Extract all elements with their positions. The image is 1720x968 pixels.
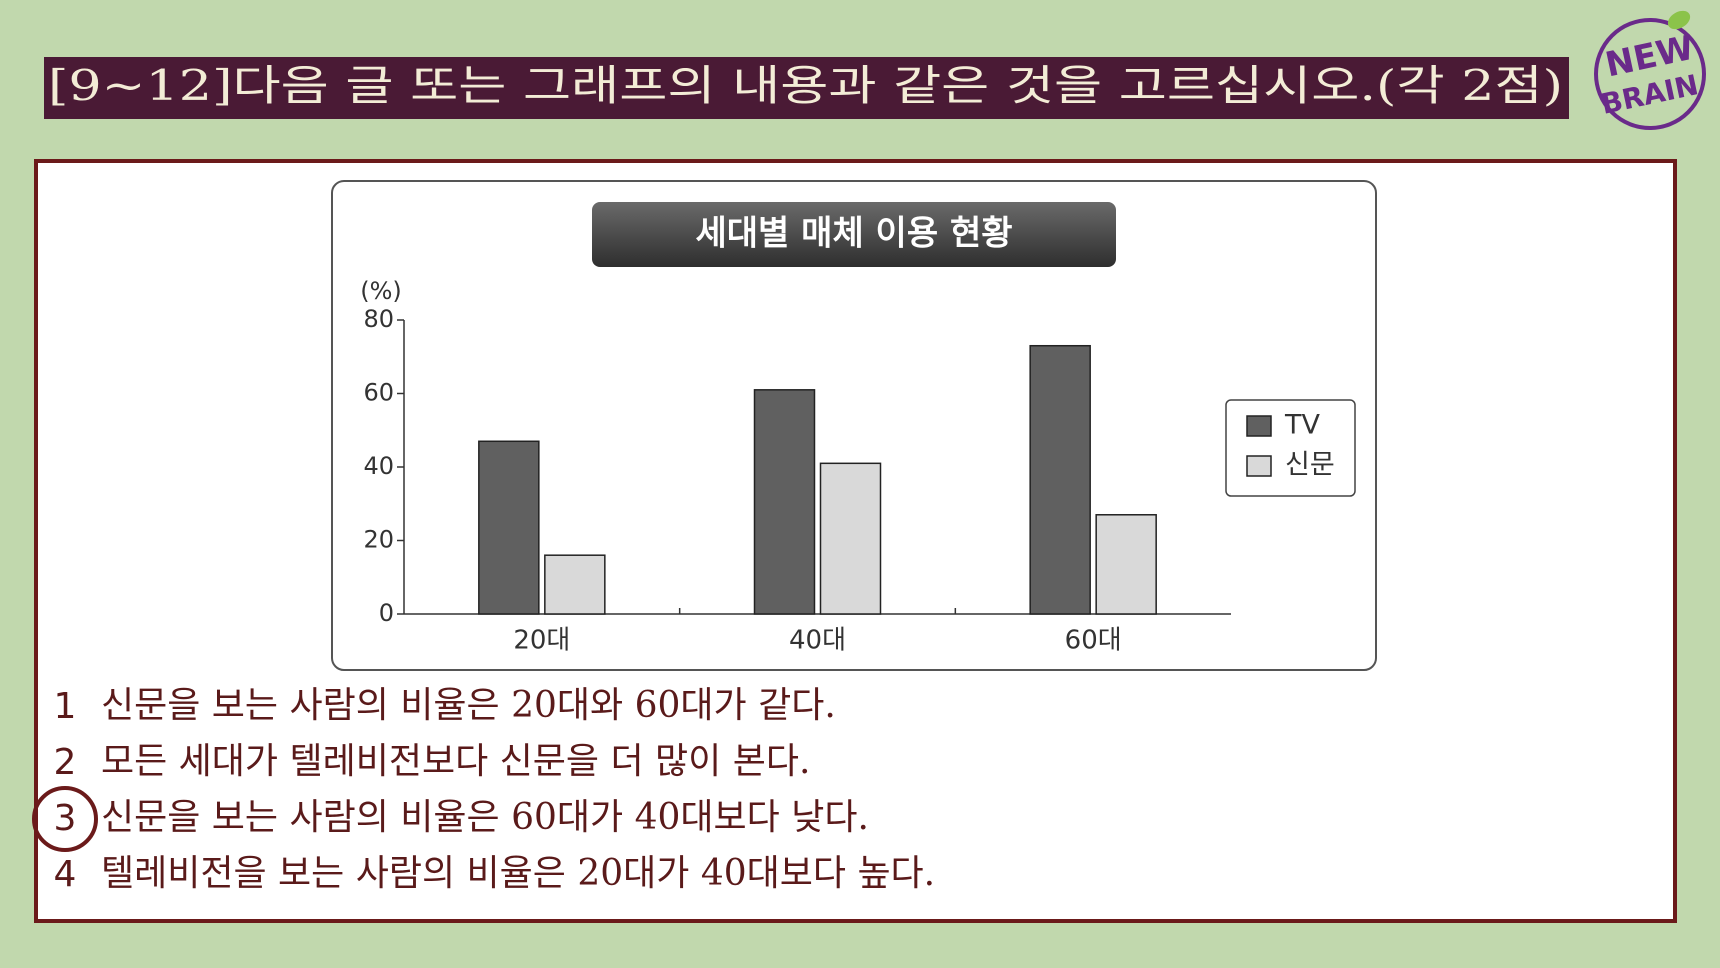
legend-label: 신문 xyxy=(1285,450,1335,481)
y-tick-label: 0 xyxy=(379,599,394,627)
bar xyxy=(819,462,882,615)
legend-swatch xyxy=(1246,455,1272,477)
header-bar xyxy=(44,57,1569,119)
bar xyxy=(1095,514,1157,615)
option-text: 신문을 보는 사람의 비율은 20대와 60대가 같다. xyxy=(101,685,836,726)
y-axis-label: (%) xyxy=(360,277,402,305)
x-tick-label: 40대 xyxy=(789,626,846,656)
y-tick-label: 60 xyxy=(363,379,394,407)
logo-ring xyxy=(1594,18,1706,130)
y-tick-label: 80 xyxy=(363,305,394,333)
option-text: 텔레비전을 보는 사람의 비율은 20대가 40대보다 높다. xyxy=(101,853,935,894)
options: 1 신문을 보는 사람의 비율은 20대와 60대가 같다. 2 모든 세대가 텔레비… xyxy=(54,685,936,895)
logo-leaf xyxy=(1667,10,1691,30)
bar xyxy=(1029,344,1091,615)
y-tick-label: 40 xyxy=(363,452,394,480)
bar xyxy=(753,389,816,615)
plot: 0 20 40 60 80 20대 40대 60대 TV 신문 xyxy=(363,305,1356,656)
option-number: 3 xyxy=(54,798,77,839)
legend-swatch xyxy=(1246,415,1272,437)
answer-circle xyxy=(32,786,98,852)
y-tick-label: 20 xyxy=(363,526,394,554)
x-tick-label: 60대 xyxy=(1065,626,1122,656)
bar xyxy=(478,440,540,615)
option-number: 4 xyxy=(54,854,77,895)
x-tick-label: 20대 xyxy=(513,626,570,656)
option-number: 2 xyxy=(54,742,77,783)
bar xyxy=(544,554,606,615)
chart-title: 세대별 매체 이용 현황 xyxy=(695,214,1012,254)
legend-label: TV xyxy=(1284,410,1320,441)
header-title: [9~12]다음 글 또는 그래프의 내용과 같은 것을 고르십시오.(각 2점… xyxy=(48,61,1563,110)
option-number: 1 xyxy=(54,686,77,727)
option-text: 모든 세대가 텔레비전보다 신문을 더 많이 본다. xyxy=(101,741,810,782)
chart-title-box xyxy=(592,202,1116,267)
option-text: 신문을 보는 사람의 비율은 60대가 40대보다 낮다. xyxy=(101,797,869,838)
